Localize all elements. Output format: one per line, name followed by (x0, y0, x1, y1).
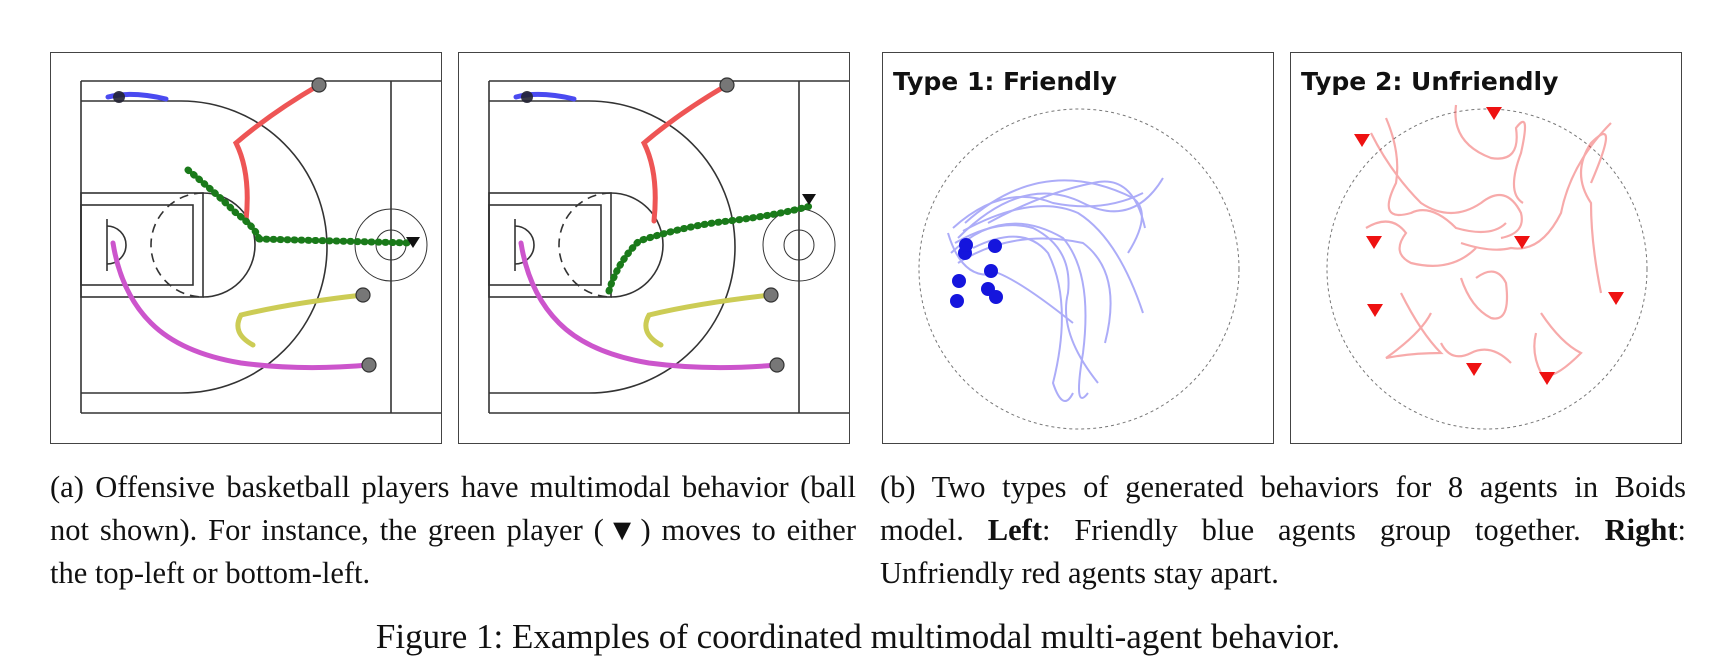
court-panel-left (50, 52, 442, 444)
boids-unfriendly-title: Type 2: Unfriendly (1301, 67, 1559, 96)
court-diagram-left (80, 77, 441, 414)
caption-b-right-label: Right (1604, 513, 1678, 547)
caption-b-left-text: : Friendly blue agents group together. (1041, 513, 1581, 547)
court-panel-right (458, 52, 850, 444)
boids-friendly-panel: Type 1: Friendly (882, 52, 1274, 444)
court-diagram-right (488, 77, 849, 414)
caption-b-prefix: (b) Two types of generated behaviors for… (880, 470, 1686, 547)
boids-friendly-diagram (918, 108, 1240, 430)
figure-caption: Figure 1: Examples of coordinated multim… (375, 617, 1341, 656)
boids-unfriendly-diagram (1326, 104, 1648, 430)
caption-b-left-label: Left (987, 513, 1042, 547)
caption-b-right-text: : Unfriendly red agents stay apart. (880, 513, 1687, 590)
caption-a: (a) Offensive basketball players have mu… (50, 470, 856, 590)
caption-b: (b) Two types of generated behaviors for… (880, 466, 1686, 595)
boids-friendly-title: Type 1: Friendly (893, 67, 1117, 96)
boids-unfriendly-panel: Type 2: Unfriendly (1290, 52, 1682, 444)
